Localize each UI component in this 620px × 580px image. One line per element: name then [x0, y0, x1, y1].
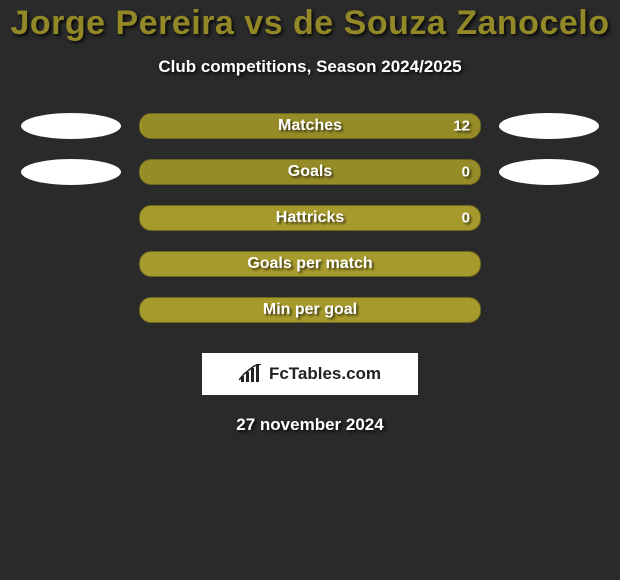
stat-bar: Hattricks 0: [139, 205, 481, 231]
watermark-text: FcTables.com: [269, 364, 381, 384]
stat-row: Hattricks 0: [0, 205, 620, 231]
stat-row: Goals per match: [0, 251, 620, 277]
right-team-indicator: [499, 159, 599, 185]
stat-value: 12: [453, 118, 470, 135]
stat-rows-container: Matches 12 Goals 0 Hattricks 0 Goals per match…: [0, 113, 620, 323]
spacer: [21, 297, 121, 323]
right-team-indicator: [499, 113, 599, 139]
stat-row: Min per goal: [0, 297, 620, 323]
stat-bar: Min per goal: [139, 297, 481, 323]
stat-value: 0: [462, 164, 470, 181]
spacer: [21, 251, 121, 277]
spacer: [21, 205, 121, 231]
chart-icon: [239, 364, 263, 384]
page-title: Jorge Pereira vs de Souza Zanocelo: [0, 4, 620, 43]
stat-label: Hattricks: [276, 209, 344, 227]
stat-value: 0: [462, 210, 470, 227]
stats-infographic: Jorge Pereira vs de Souza Zanocelo Club …: [0, 0, 620, 580]
stat-label: Min per goal: [263, 301, 357, 319]
page-subtitle: Club competitions, Season 2024/2025: [0, 57, 620, 77]
spacer: [499, 205, 599, 231]
spacer: [499, 297, 599, 323]
stat-bar: Goals per match: [139, 251, 481, 277]
watermark: FcTables.com: [202, 353, 418, 395]
left-team-indicator: [21, 113, 121, 139]
left-team-indicator: [21, 159, 121, 185]
stat-label: Goals per match: [247, 255, 372, 273]
stat-bar: Matches 12: [139, 113, 481, 139]
date-line: 27 november 2024: [0, 415, 620, 435]
spacer: [499, 251, 599, 277]
stat-row: Matches 12: [0, 113, 620, 139]
stat-label: Goals: [288, 163, 332, 181]
stat-row: Goals 0: [0, 159, 620, 185]
stat-bar: Goals 0: [139, 159, 481, 185]
stat-label: Matches: [278, 117, 342, 135]
